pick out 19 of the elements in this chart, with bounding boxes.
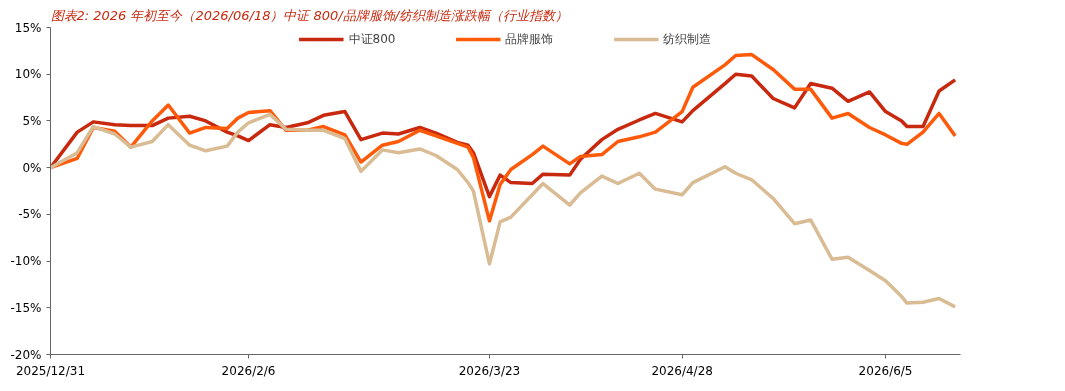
- legend-label: 品牌服饰: [505, 30, 554, 48]
- y-tick-label: -10%: [10, 254, 42, 269]
- y-tick-label: -15%: [10, 300, 42, 315]
- line-series: [50, 112, 957, 309]
- x-tick-label: 2025/12/31: [15, 363, 86, 378]
- x-tick-label: 2026/6/5: [858, 363, 913, 378]
- chart-title: 图表2: 2026 年初至今（2026/06/18）中证 800/品牌服饰/纺织制造涨跌幅（行业指数）: [50, 7, 569, 23]
- x-tick-label: 2026/4/28: [651, 363, 713, 378]
- y-tick-label: 15%: [14, 20, 42, 35]
- y-tick-label: 5%: [22, 113, 42, 128]
- y-tick-label: -5%: [18, 207, 42, 222]
- legend-label: 中证800: [348, 30, 396, 48]
- line-series: [50, 72, 957, 199]
- y-tick-label: 0%: [22, 160, 42, 175]
- x-tick-label: 2026/2/6: [221, 363, 276, 378]
- y-tick-label: 10%: [14, 67, 42, 82]
- legend-label: 纺织制造: [663, 30, 712, 48]
- x-tick-label: 2026/3/23: [458, 363, 521, 378]
- y-tick-label: -20%: [10, 347, 42, 362]
